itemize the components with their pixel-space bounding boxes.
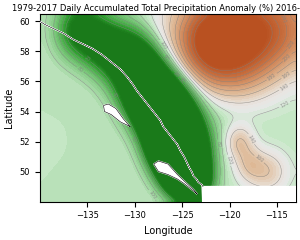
Text: 220: 220 xyxy=(286,39,296,49)
Text: 40: 40 xyxy=(178,76,186,84)
Text: 100: 100 xyxy=(158,40,167,50)
Text: 120: 120 xyxy=(226,155,233,165)
Title: 1979-2017 Daily Accumulated Total Precipitation Anomaly (%) 2016-11-08: 1979-2017 Daily Accumulated Total Precip… xyxy=(12,4,300,13)
Polygon shape xyxy=(154,161,197,194)
Text: 100: 100 xyxy=(148,190,157,200)
Text: 180: 180 xyxy=(267,72,277,81)
Text: 140: 140 xyxy=(247,134,256,144)
Text: 40: 40 xyxy=(111,91,118,99)
Text: 200: 200 xyxy=(282,53,292,63)
Y-axis label: Latitude: Latitude xyxy=(4,88,14,128)
Text: 20: 20 xyxy=(83,55,91,63)
Text: 60: 60 xyxy=(130,135,137,143)
Text: 120: 120 xyxy=(279,100,290,109)
Text: 20: 20 xyxy=(171,70,179,78)
Text: 80: 80 xyxy=(76,66,84,73)
Text: 60: 60 xyxy=(162,53,169,61)
Text: 160: 160 xyxy=(254,154,264,164)
Polygon shape xyxy=(103,104,130,126)
Text: 80: 80 xyxy=(215,140,221,147)
Text: 240: 240 xyxy=(279,14,287,24)
Polygon shape xyxy=(0,14,296,209)
Text: 140: 140 xyxy=(279,82,290,92)
Text: 160: 160 xyxy=(281,70,292,80)
X-axis label: Longitude: Longitude xyxy=(144,226,192,236)
